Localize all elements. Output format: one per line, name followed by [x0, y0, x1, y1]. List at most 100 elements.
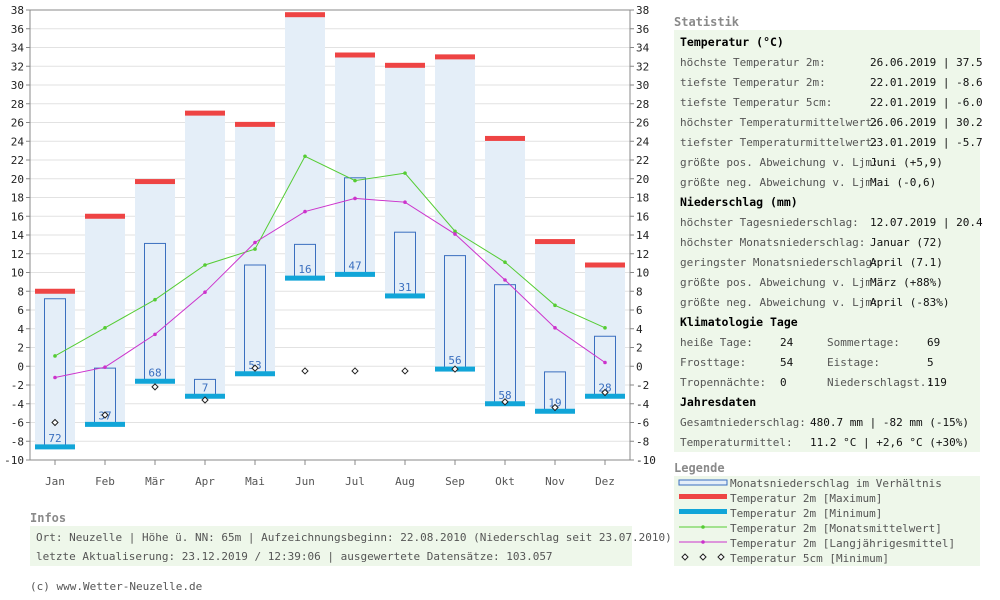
year-label: Gesamtniederschlag: [680, 416, 806, 429]
temp-5cm-min-point [251, 364, 259, 372]
y-tick-label-left: 30 [11, 79, 24, 92]
info-panel: Ort: Neuzelle | Höhe ü. NN: 65m | Aufzei… [30, 526, 672, 566]
y-tick-label-left: -4 [11, 398, 25, 411]
temp-5cm-min-point [301, 367, 309, 375]
temp-range-bar [185, 113, 225, 397]
y-tick-label-left: 4 [17, 323, 24, 336]
stats-panel: Temperatur (°C) Niederschlag (mm) Klimat… [674, 30, 983, 452]
stat-label: höchster Temperaturmittelwert: [680, 116, 879, 129]
precip-section-header: Niederschlag (mm) [680, 195, 798, 209]
longterm-mean-point [53, 375, 57, 380]
mean-temp-point [203, 263, 207, 267]
y-tick-label-right: -6 [636, 417, 649, 430]
y-tick-label-right: 8 [636, 285, 643, 298]
year-value: 11.2 °C | +2,6 °C (+30%) [810, 436, 969, 449]
y-tick-label-left: 26 [11, 117, 24, 130]
stat-label: höchster Monatsniederschlag: [680, 236, 866, 249]
y-tick-label-left: 14 [11, 229, 25, 242]
y-tick-label-right: 36 [636, 23, 649, 36]
y-tick-label-right: 20 [636, 173, 649, 186]
x-tick-label: Feb [95, 475, 115, 488]
stat-label: größte pos. Abweichung v. Ljm: [680, 276, 879, 289]
x-tick-label: Mär [145, 475, 165, 488]
mean-temp-point [253, 247, 257, 251]
temp-max-marker [185, 110, 225, 116]
temp-section-header: Temperatur (°C) [680, 35, 784, 49]
day-value: 5 [927, 356, 934, 369]
temp-min-marker [385, 293, 425, 299]
y-tick-label-left: 6 [17, 304, 24, 317]
days-section-header: Klimatologie Tage [680, 315, 798, 329]
precip-label: 31 [398, 281, 411, 294]
y-tick-label-right: 28 [636, 98, 649, 111]
day-label: Sommertage: [827, 336, 900, 349]
precip-label: 47 [348, 259, 361, 272]
temp-min-marker [335, 271, 375, 277]
temp-min-marker [185, 393, 225, 399]
stat-label: höchste Temperatur 2m: [680, 56, 826, 69]
temp-max-marker [85, 213, 125, 219]
y-tick-label-left: -6 [11, 417, 24, 430]
stat-value: April (-83%) [870, 296, 950, 309]
y-tick-label-left: 28 [11, 98, 24, 111]
y-tick-label-left: 36 [11, 23, 24, 36]
mean-temp-point [403, 171, 407, 175]
y-tick-label-right: 16 [636, 210, 649, 223]
mean-temp-point [503, 260, 507, 264]
y-tick-label-right: -2 [636, 379, 649, 392]
stat-label: tiefste Temperatur 2m: [680, 76, 826, 89]
temp-max-marker [335, 52, 375, 58]
stats-title: Statistik [674, 15, 740, 29]
y-tick-label-left: 20 [11, 173, 24, 186]
y-tick-label-left: 2 [17, 342, 24, 355]
legend-panel: Monatsniederschlag im Verhältnis Tempera… [674, 476, 980, 566]
info-line-1: Ort: Neuzelle | Höhe ü. NN: 65m | Aufzei… [36, 531, 672, 544]
temp-5cm-min-point [401, 367, 409, 375]
longterm-mean-point [553, 326, 557, 330]
temp-5cm-min-point [551, 403, 559, 412]
year-section-header: Jahresdaten [680, 395, 757, 409]
y-tick-label-left: 34 [11, 42, 25, 55]
x-tick-label: Sep [445, 475, 465, 488]
temp-min-marker [135, 378, 175, 384]
y-tick-label-left: 38 [11, 4, 24, 17]
day-value: 0 [780, 376, 787, 389]
temp-max-marker [35, 288, 75, 294]
temp-max-marker [535, 239, 575, 245]
legend-item-mean: Temperatur 2m [Monatsmittelwert] [730, 522, 942, 535]
temp-max-marker [135, 179, 175, 185]
precip-label: 16 [298, 263, 311, 276]
y-tick-label-right: 38 [636, 4, 649, 17]
temp-range-bar [135, 181, 175, 382]
temp-max-marker [285, 12, 325, 18]
temp-range-bar [485, 138, 525, 404]
x-tick-label: Aug [395, 475, 415, 488]
stat-value: 12.07.2019 | 20.4 [870, 216, 983, 229]
y-tick-label-left: 8 [17, 285, 24, 298]
year-label: Temperaturmittel: [680, 436, 793, 449]
y-tick-label-right: 2 [636, 342, 643, 355]
legend-max-swatch [679, 494, 727, 499]
x-tick-label: Nov [545, 475, 565, 488]
stat-value: April (7.1) [870, 256, 943, 269]
y-tick-label-right: 24 [636, 135, 650, 148]
longterm-mean-point [103, 365, 107, 369]
temp-5cm-min-point [51, 418, 59, 427]
y-tick-label-left: 32 [11, 60, 24, 73]
y-tick-label-left: 0 [17, 360, 24, 373]
stat-label: geringster Monatsniederschlag: [680, 256, 879, 269]
temp-min-marker [585, 393, 625, 399]
longterm-mean-point [603, 360, 607, 365]
precip-label: 68 [148, 366, 161, 379]
stat-value: Juni (+5,9) [870, 156, 943, 169]
copyright: (c) www.Wetter-Neuzelle.de [30, 580, 203, 593]
day-value: 24 [780, 336, 794, 349]
stat-value: 23.01.2019 | -5.7 [870, 136, 983, 149]
day-label: Eistage: [827, 356, 880, 369]
precip-label: 56 [448, 354, 461, 367]
mean-temp-point [553, 303, 557, 308]
year-value: 480.7 mm | -82 mm (-15%) [810, 416, 969, 429]
y-tick-label-left: 10 [11, 267, 24, 280]
y-tick-label-right: 14 [636, 229, 650, 242]
